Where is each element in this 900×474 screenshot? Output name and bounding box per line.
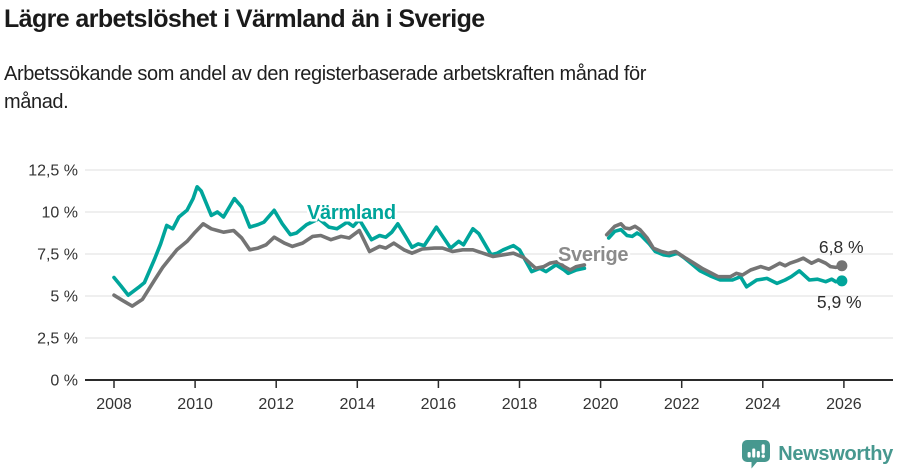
exclamation-bar bbox=[761, 444, 765, 454]
x-axis-tick-label: 2024 bbox=[745, 396, 781, 413]
end-value-label-sverige: 6,8 % bbox=[819, 237, 864, 257]
y-axis-tick-label: 0 % bbox=[50, 373, 78, 390]
series-label-sverige: Sverige bbox=[558, 244, 628, 266]
y-axis-tick-label: 5 % bbox=[50, 289, 78, 306]
x-axis-tick-label: 2008 bbox=[96, 396, 132, 413]
y-axis-tick-label: 12,5 % bbox=[28, 163, 78, 180]
end-value-label-varmland: 5,9 % bbox=[817, 292, 862, 312]
x-axis-tick-label: 2012 bbox=[258, 396, 294, 413]
bar-3 bbox=[756, 451, 761, 458]
x-axis-tick-label: 2018 bbox=[502, 396, 538, 413]
series-end-dot-sverige bbox=[836, 260, 848, 272]
x-axis-tick-label: 2010 bbox=[177, 396, 213, 413]
chart-subtitle-line-2: månad. bbox=[4, 91, 69, 113]
y-axis-tick-label: 10 % bbox=[42, 205, 78, 222]
speech-bubble-shape bbox=[742, 440, 771, 469]
exclamation-dot bbox=[761, 454, 766, 458]
x-axis-tick-label: 2014 bbox=[340, 396, 376, 413]
y-axis-tick-label: 2,5 % bbox=[37, 331, 78, 348]
y-axis-tick-label: 7,5 % bbox=[37, 247, 78, 264]
chart-title: Lägre arbetslöshet i Värmland än i Sveri… bbox=[4, 5, 485, 33]
x-axis-tick-label: 2022 bbox=[664, 396, 700, 413]
x-axis-tick-label: 2020 bbox=[583, 396, 619, 413]
bar-2 bbox=[752, 448, 756, 458]
series-line-varmland bbox=[112, 185, 844, 297]
series-end-dot-varmland bbox=[836, 275, 848, 287]
x-axis-tick-label: 2026 bbox=[826, 396, 862, 413]
chart-header: Lägre arbetslöshet i Värmland än i Sveri… bbox=[4, 4, 890, 116]
series-line-sverige bbox=[112, 222, 844, 308]
newsworthy-brand-text: Newsworthy bbox=[778, 442, 893, 465]
x-axis-tick-label: 2016 bbox=[421, 396, 457, 413]
series-label-varmland: Värmland bbox=[307, 202, 396, 224]
bar-1 bbox=[747, 452, 751, 458]
chart-subtitle-line-1: Arbetssökande som andel av den registerb… bbox=[4, 63, 646, 85]
newsworthy-brand: Newsworthy bbox=[741, 439, 893, 469]
newsworthy-logo-icon bbox=[742, 440, 771, 469]
